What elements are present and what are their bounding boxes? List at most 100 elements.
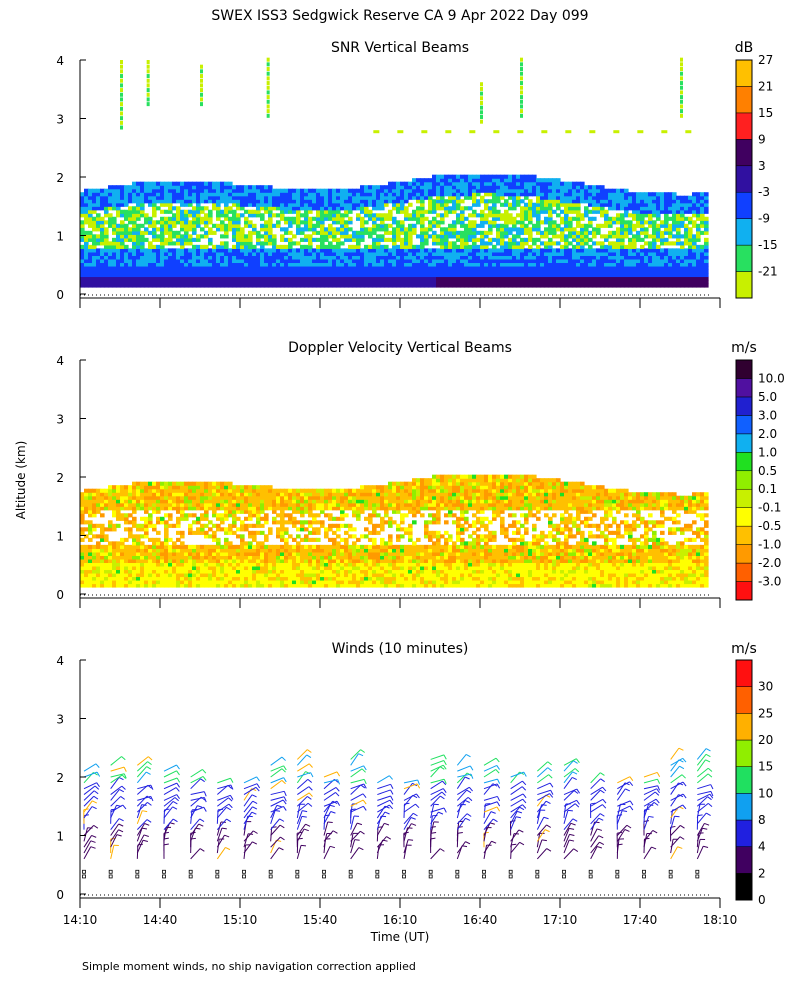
snr-cell	[500, 174, 505, 179]
snr-cell	[664, 265, 669, 271]
snr-cell	[248, 185, 253, 190]
snr-cell	[140, 195, 145, 200]
snr-cell	[480, 265, 485, 271]
snr-cell	[444, 283, 449, 288]
snr-cell	[332, 227, 337, 232]
snr-cell	[428, 209, 433, 214]
snr-cell	[424, 234, 429, 239]
snr-cell	[524, 174, 529, 179]
snr-cell	[248, 265, 253, 271]
snr-cell	[492, 272, 497, 278]
snr-cell	[680, 234, 685, 239]
snr-cell	[128, 206, 133, 211]
snr-cell	[408, 237, 413, 242]
snr-cell	[356, 279, 361, 285]
snr-cell	[612, 283, 617, 288]
snr-cell	[192, 237, 197, 242]
snr-cell	[160, 192, 165, 197]
doppler-cell	[148, 572, 153, 578]
doppler-cell	[88, 544, 93, 549]
snr-cell	[504, 223, 509, 228]
doppler-cell	[116, 541, 121, 546]
snr-cell	[180, 185, 185, 190]
doppler-cell	[100, 583, 105, 588]
snr-cell	[620, 192, 625, 197]
snr-cell	[196, 223, 201, 228]
snr-cell	[280, 279, 285, 285]
doppler-cell	[136, 583, 141, 588]
snr-cell	[540, 251, 545, 256]
doppler-cell	[112, 558, 117, 564]
snr-cell	[224, 279, 229, 285]
snr-cell	[664, 241, 669, 246]
snr-cell	[272, 195, 277, 200]
snr-cell	[260, 188, 265, 193]
snr-cell	[384, 199, 389, 204]
snr-cell	[652, 220, 657, 225]
snr-cell	[624, 199, 629, 204]
snr-cell	[492, 279, 497, 285]
doppler-cell	[116, 551, 121, 556]
snr-cell	[560, 244, 565, 249]
snr-cell	[432, 258, 437, 264]
snr-cell	[428, 181, 433, 186]
doppler-cell	[128, 527, 133, 532]
snr-cell	[428, 283, 433, 288]
snr-cell	[648, 199, 653, 204]
snr-cell	[472, 248, 477, 253]
snr-cell	[316, 213, 321, 218]
snr-cell	[108, 223, 113, 228]
doppler-cell	[148, 562, 153, 567]
doppler-cell	[136, 527, 141, 532]
snr-cell	[548, 251, 553, 256]
snr-cell	[160, 262, 165, 267]
snr-cell	[348, 202, 353, 207]
snr-cell	[112, 188, 117, 193]
doppler-cell	[96, 509, 101, 514]
snr-cell	[196, 199, 201, 204]
doppler-cell	[196, 530, 201, 535]
snr-cell	[344, 223, 349, 228]
snr-cell	[100, 223, 105, 228]
snr-cell	[180, 279, 185, 285]
snr-cell	[572, 216, 577, 221]
snr-cell	[560, 188, 565, 193]
snr-cell	[216, 244, 221, 249]
snr-cell	[604, 202, 609, 207]
snr-cell	[504, 192, 509, 197]
snr-cell	[188, 237, 193, 242]
snr-cell	[372, 216, 377, 221]
snr-cell	[144, 258, 149, 264]
snr-cell	[520, 269, 525, 274]
snr-cell	[96, 188, 101, 193]
snr-cell	[280, 237, 285, 242]
snr-cell	[232, 199, 237, 204]
snr-cell	[240, 248, 245, 253]
snr-cell	[428, 220, 433, 225]
snr-cell	[604, 255, 609, 260]
snr-cell	[572, 262, 577, 267]
snr-cell	[196, 283, 201, 288]
snr-cell	[328, 272, 333, 278]
snr-cell	[396, 248, 401, 253]
snr-cell	[132, 248, 137, 253]
doppler-cell	[144, 492, 149, 497]
snr-cell	[88, 213, 93, 218]
snr-cell	[700, 199, 705, 204]
snr-cell	[320, 199, 325, 204]
snr-cell	[588, 188, 593, 193]
snr-cell	[584, 213, 589, 218]
doppler-cell	[92, 509, 97, 514]
snr-cell	[232, 220, 237, 225]
snr-cell	[152, 234, 157, 239]
snr-cell	[616, 202, 621, 207]
snr-cell	[244, 272, 249, 278]
doppler-cell	[204, 523, 209, 528]
snr-cell	[148, 279, 153, 285]
snr-cell	[88, 234, 93, 239]
snr-cell	[356, 265, 361, 271]
snr-cell	[276, 279, 281, 285]
doppler-cell	[124, 572, 129, 578]
snr-cell	[236, 206, 241, 211]
doppler-cell	[144, 516, 149, 521]
